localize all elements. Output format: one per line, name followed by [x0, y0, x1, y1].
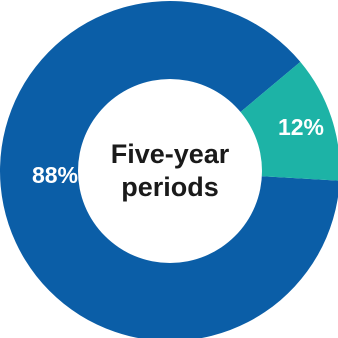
- center-label-line-2: periods: [121, 172, 219, 202]
- center-label-line-1: Five-year: [111, 139, 230, 169]
- slice-label-12: 12%: [278, 114, 324, 140]
- slice-label-88: 88%: [32, 162, 78, 188]
- donut-hole: [78, 79, 262, 263]
